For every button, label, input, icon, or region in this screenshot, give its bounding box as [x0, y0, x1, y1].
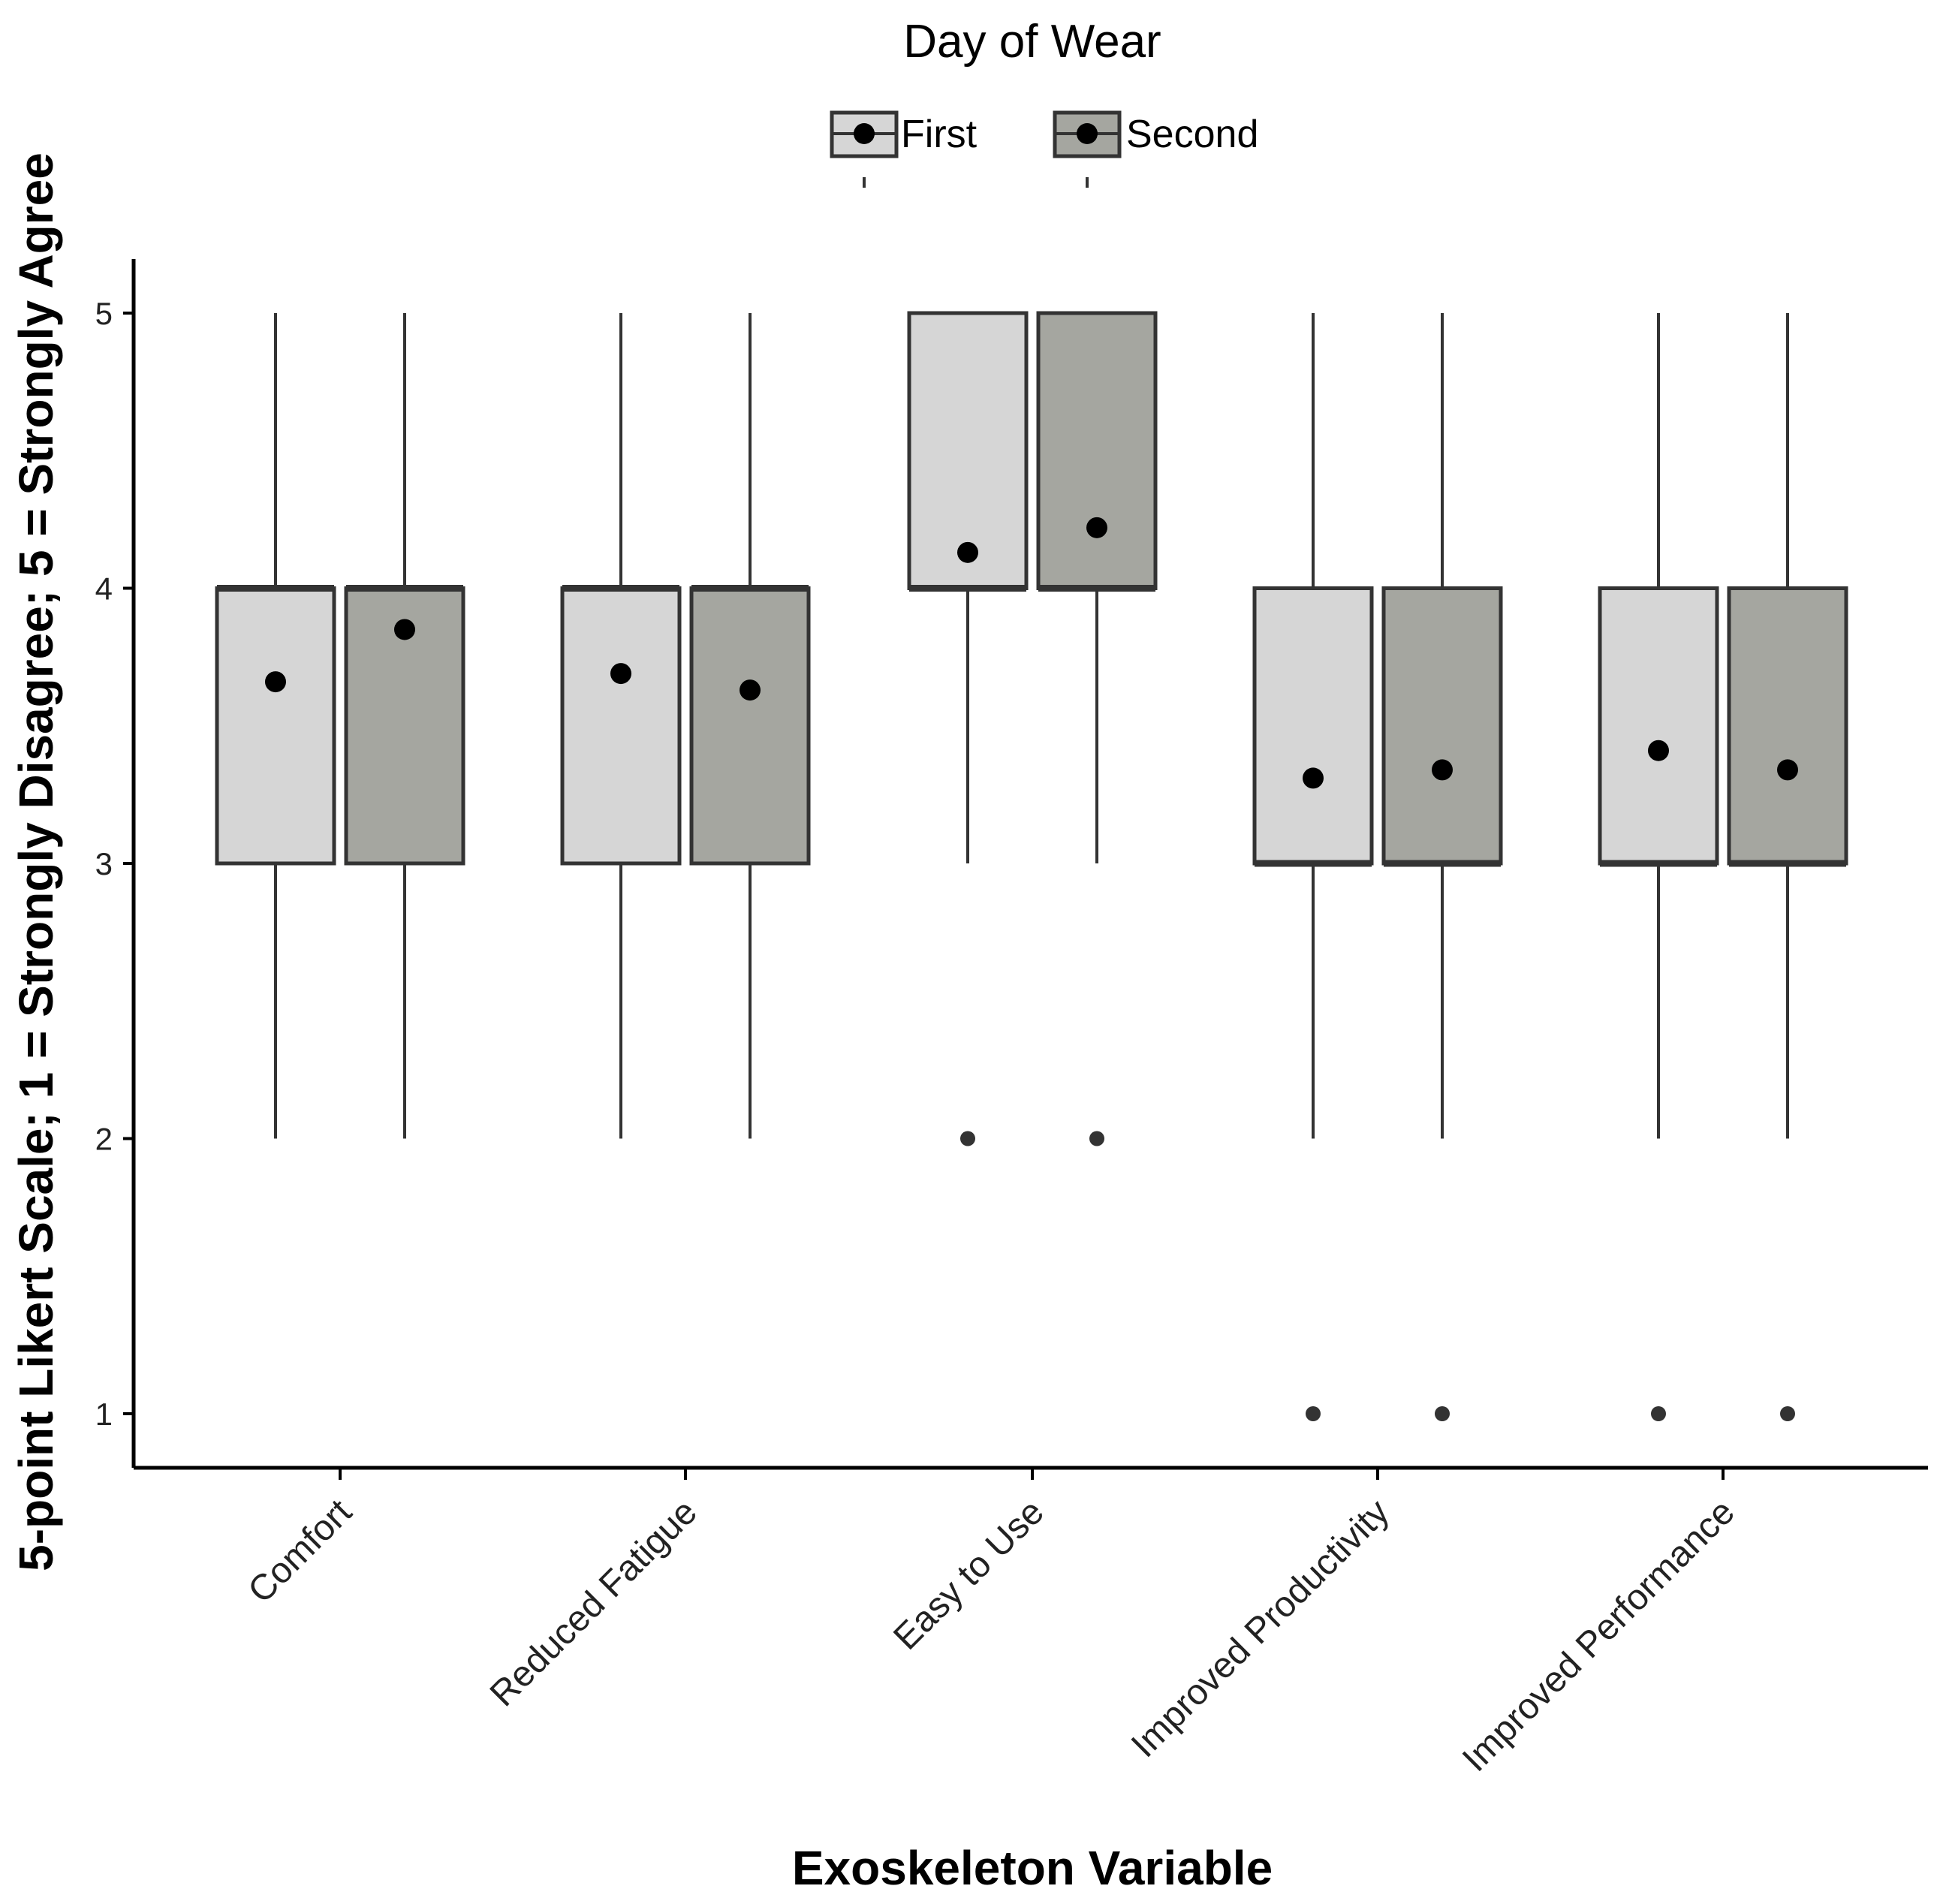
mean-point — [265, 671, 286, 693]
box-group — [1598, 313, 1719, 1421]
series-first — [215, 311, 1719, 1421]
outlier-point — [1089, 1131, 1104, 1146]
series-second — [344, 311, 1848, 1421]
box — [1727, 586, 1848, 866]
box — [689, 586, 811, 866]
legend-label: First — [901, 113, 978, 156]
mean-point — [1086, 517, 1107, 538]
outlier-point — [1306, 1406, 1321, 1421]
x-tick-label: Reduced Fatigue — [483, 1492, 705, 1714]
outlier-point — [1780, 1406, 1795, 1421]
mean-point — [740, 679, 761, 701]
box — [1036, 311, 1158, 590]
legend-item-first: First — [830, 110, 978, 188]
y-tick-label: 2 — [95, 1122, 113, 1157]
mean-point — [394, 619, 415, 640]
box — [560, 586, 682, 866]
box-group — [1252, 313, 1374, 1421]
x-tick-label: Improved Productivity — [1124, 1492, 1397, 1765]
box-group — [907, 311, 1029, 1146]
outlier-point — [1651, 1406, 1666, 1421]
y-axis-title: 5-point Likert Scale; 1 = Strongly Disag… — [9, 152, 63, 1571]
box-group — [1727, 313, 1848, 1421]
box — [1598, 586, 1719, 866]
y-tick-label: 4 — [95, 571, 113, 607]
legend-label: Second — [1126, 113, 1258, 156]
mean-point — [957, 541, 978, 563]
box-group — [1381, 313, 1503, 1421]
mean-point — [1777, 759, 1798, 781]
x-tick-label: Improved Performance — [1455, 1492, 1743, 1779]
y-tick-label: 5 — [95, 296, 113, 331]
legend-key-point — [854, 123, 875, 144]
mean-point — [1432, 759, 1453, 781]
legend-key-point — [1077, 123, 1098, 144]
mean-point — [1648, 740, 1669, 761]
outlier-point — [960, 1131, 975, 1146]
box — [215, 586, 336, 866]
y-tick-label: 3 — [95, 846, 113, 881]
box-group — [215, 313, 336, 1139]
outlier-point — [1435, 1406, 1450, 1421]
box-group — [1036, 311, 1158, 1146]
mean-point — [1303, 767, 1324, 789]
legend: Day of Wear First Second — [830, 16, 1258, 188]
box-group — [560, 313, 682, 1139]
mean-point — [610, 663, 631, 685]
plot-area — [215, 311, 1848, 1421]
box-group — [344, 313, 465, 1139]
x-axis-title: Exoskeleton Variable — [792, 1841, 1273, 1895]
box — [1381, 586, 1503, 866]
y-tick-label: 1 — [95, 1396, 113, 1432]
legend-title: Day of Wear — [903, 16, 1161, 68]
box — [1252, 586, 1374, 866]
x-tick-label: Comfort — [241, 1492, 360, 1610]
legend-item-second: Second — [1053, 110, 1258, 188]
box-group — [689, 313, 811, 1139]
x-tick-label: Easy to Use — [886, 1492, 1051, 1657]
